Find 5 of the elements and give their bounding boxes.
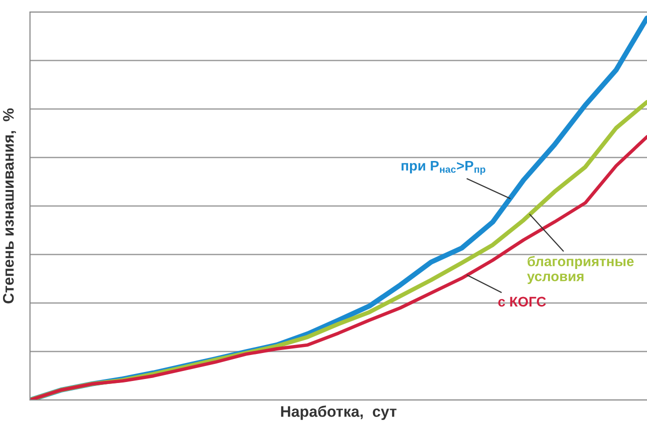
y-axis-title: Степень изнашивания, % <box>2 108 16 304</box>
x-axis-title: Наработка, сут <box>281 406 396 420</box>
text: благоприятные условия <box>527 256 634 284</box>
text: при P$_{нас}$>P$_{пр}$ <box>402 160 486 175</box>
text: с КОГС <box>498 296 546 307</box>
